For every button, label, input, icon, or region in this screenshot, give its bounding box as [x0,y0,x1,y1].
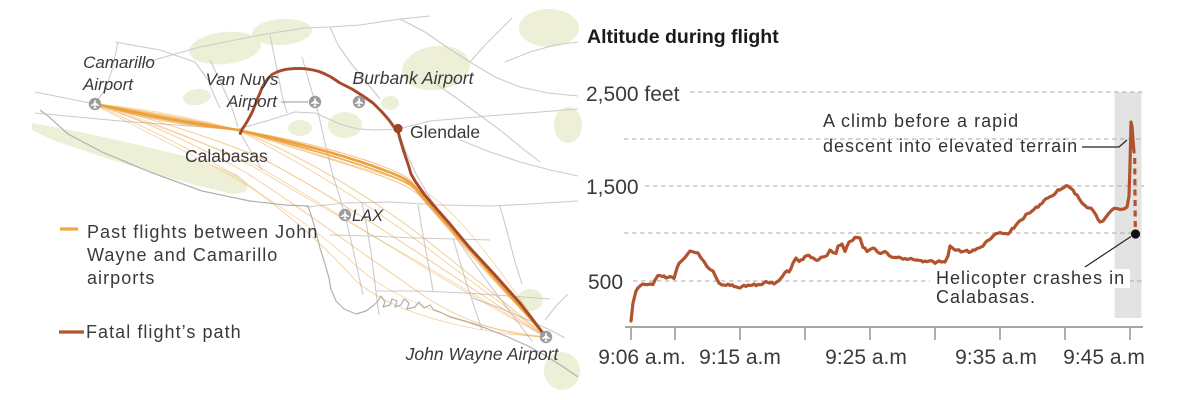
svg-text:A climb before a rapid: A climb before a rapid [823,111,1019,131]
svg-text:Glendale: Glendale [410,122,480,142]
svg-text:Helicopter crashes in: Helicopter crashes in [936,268,1125,288]
svg-text:Van Nuys: Van Nuys [205,70,279,89]
svg-text:Altitude during flight: Altitude during flight [587,26,779,48]
svg-text:Fatal flight’s path: Fatal flight’s path [86,322,242,342]
svg-text:Calabasas: Calabasas [185,146,268,166]
svg-text:John Wayne Airport: John Wayne Airport [405,344,560,364]
svg-text:Burbank Airport: Burbank Airport [353,68,475,88]
svg-text:9:25 a.m: 9:25 a.m [825,346,907,369]
svg-text:500: 500 [588,271,623,294]
svg-text:Airport: Airport [82,75,134,94]
svg-text:9:45 a.m: 9:45 a.m [1063,346,1145,369]
svg-text:9:35 a.m: 9:35 a.m [955,346,1037,369]
svg-text:LAX: LAX [352,207,384,225]
svg-text:1,500: 1,500 [586,176,639,199]
svg-text:Past flights between John: Past flights between John [87,222,318,242]
svg-text:Wayne and Camarillo: Wayne and Camarillo [87,245,278,265]
svg-text:9:06 a.m.: 9:06 a.m. [598,346,686,369]
svg-text:9:15 a.m: 9:15 a.m [699,346,781,369]
svg-text:Airport: Airport [226,92,278,111]
svg-text:2,500 feet: 2,500 feet [586,83,680,106]
svg-text:Camarillo: Camarillo [83,53,155,72]
svg-text:airports: airports [87,268,155,288]
svg-text:Calabasas.: Calabasas. [936,287,1036,307]
svg-text:descent into elevated terrain: descent into elevated terrain [823,136,1078,156]
